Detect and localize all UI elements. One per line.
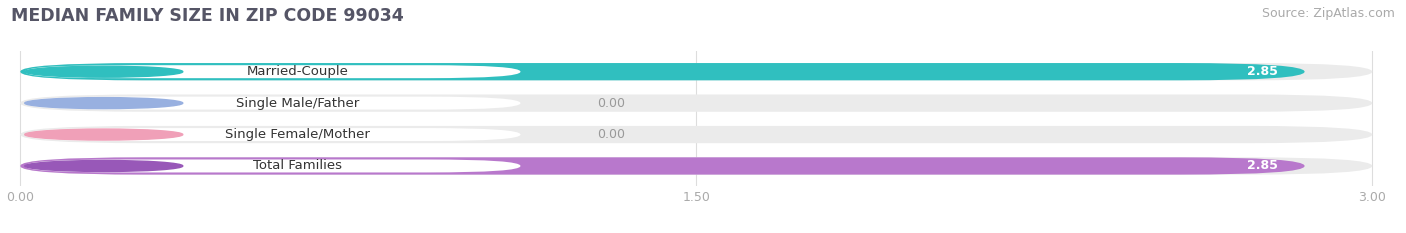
FancyBboxPatch shape — [20, 157, 1305, 175]
FancyBboxPatch shape — [25, 97, 520, 110]
Text: MEDIAN FAMILY SIZE IN ZIP CODE 99034: MEDIAN FAMILY SIZE IN ZIP CODE 99034 — [11, 7, 404, 25]
Text: Married-Couple: Married-Couple — [246, 65, 349, 78]
FancyBboxPatch shape — [25, 65, 520, 78]
Text: Single Female/Mother: Single Female/Mother — [225, 128, 370, 141]
FancyBboxPatch shape — [20, 63, 1372, 80]
FancyBboxPatch shape — [20, 63, 1305, 80]
Circle shape — [25, 66, 183, 77]
Circle shape — [25, 98, 183, 109]
Text: 2.85: 2.85 — [1247, 65, 1278, 78]
FancyBboxPatch shape — [25, 160, 520, 172]
Circle shape — [25, 161, 183, 171]
FancyBboxPatch shape — [20, 157, 1372, 175]
Text: Total Families: Total Families — [253, 159, 342, 172]
FancyBboxPatch shape — [25, 128, 520, 141]
FancyBboxPatch shape — [20, 126, 1372, 143]
Text: 2.85: 2.85 — [1247, 159, 1278, 172]
FancyBboxPatch shape — [20, 94, 1372, 112]
Text: Single Male/Father: Single Male/Father — [236, 97, 359, 110]
Circle shape — [25, 129, 183, 140]
Text: 0.00: 0.00 — [598, 97, 626, 110]
Text: 0.00: 0.00 — [598, 128, 626, 141]
Text: Source: ZipAtlas.com: Source: ZipAtlas.com — [1261, 7, 1395, 20]
